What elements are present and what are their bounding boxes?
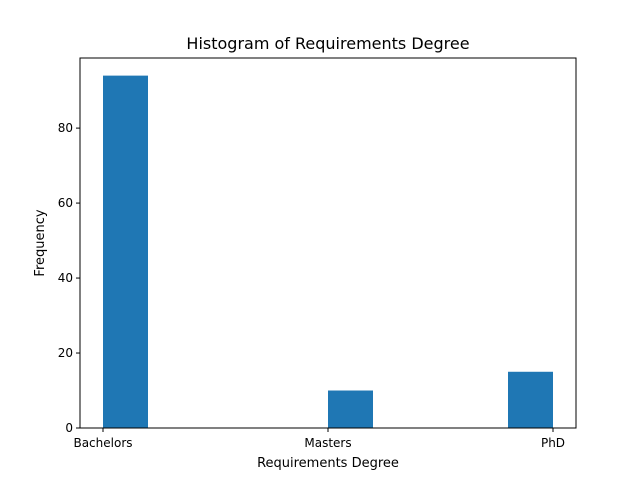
y-tick-label: 0 (65, 421, 73, 435)
x-tick-label-masters: Masters (304, 436, 351, 450)
y-tick-label: 20 (58, 346, 73, 360)
y-tick-label: 80 (58, 121, 73, 135)
x-tick-label-bachelors: Bachelors (73, 436, 132, 450)
plot-frame (79, 57, 577, 429)
bar-masters (328, 390, 373, 428)
y-axis-label: Frequency (33, 209, 48, 276)
y-tick-label: 40 (58, 271, 73, 285)
bar-phd (508, 371, 553, 428)
y-axis-ticks: 0 20 40 60 80 (58, 121, 80, 435)
x-axis-ticks: Bachelors Masters PhD (73, 428, 565, 450)
x-tick-label-phd: PhD (541, 436, 565, 450)
chart-title: Histogram of Requirements Degree (186, 34, 469, 53)
y-tick-label: 60 (58, 196, 73, 210)
bars (103, 75, 553, 428)
x-axis-label: Requirements Degree (257, 456, 399, 471)
bar-bachelors (103, 75, 148, 428)
